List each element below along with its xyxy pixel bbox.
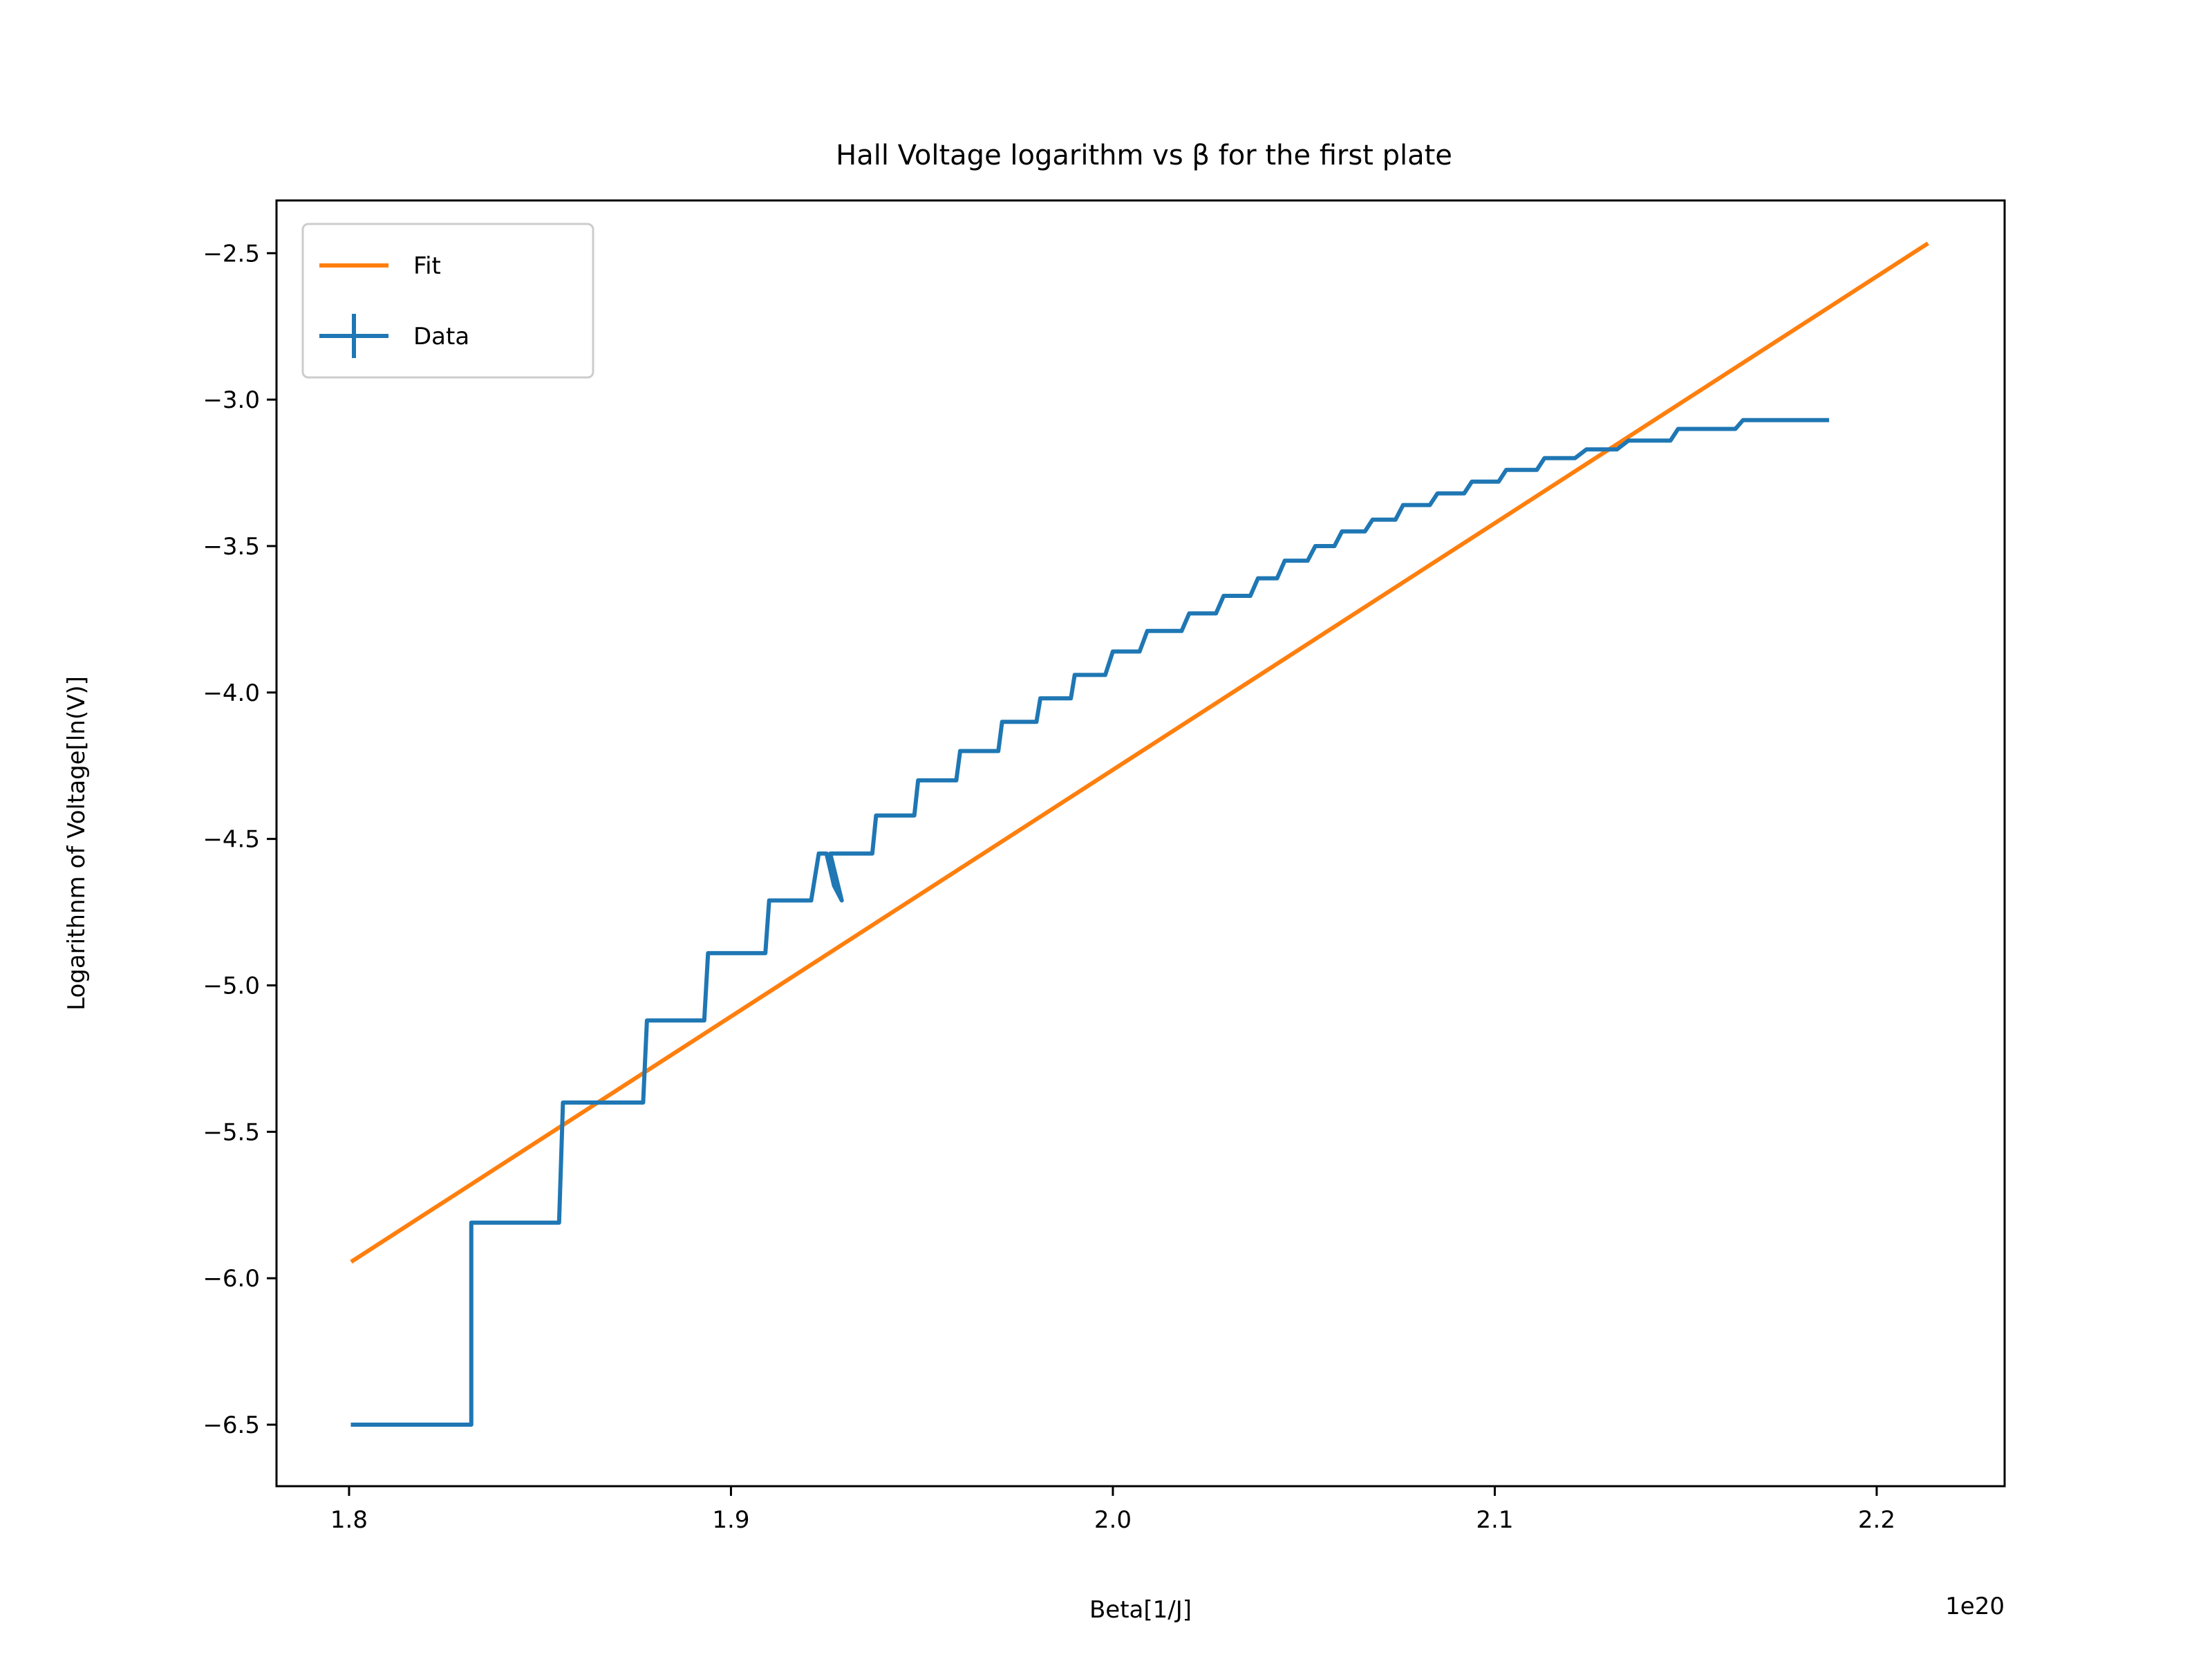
y-axis-label: Logarithnm of Voltage[ln(V)]: [63, 676, 91, 1011]
axes-frame: [275, 199, 2006, 1488]
x-axis-ticks: 1.8 1.9 2.0 2.1 2.2: [330, 1486, 1895, 1534]
legend-data-label: Data: [413, 323, 469, 350]
x-axis-label: Beta[1/J]: [1089, 1596, 1192, 1624]
x-tick-label: 2.1: [1476, 1506, 1513, 1534]
y-tick-label: −3.5: [203, 533, 260, 561]
x-tick-label: 1.9: [712, 1506, 749, 1534]
series-line-fit: [350, 241, 1929, 1264]
legend-box: [301, 223, 594, 379]
y-tick-label: −4.5: [203, 826, 260, 854]
x-tick-label: 1.8: [330, 1506, 368, 1534]
y-axis-ticks: −2.5 −3.0 −3.5 −4.0 −4.5 −5.0 −5.5 −6.0 −6.5: [203, 240, 276, 1439]
y-tick-label: −2.5: [203, 240, 260, 268]
plot-area: [350, 241, 1929, 1427]
y-tick-label: −5.0: [203, 972, 260, 1000]
chart-title: Hall Voltage logarithm vs β for the firs…: [836, 140, 1452, 171]
x-tick-label: 2.0: [1094, 1506, 1132, 1534]
x-axis-offset-label: 1e20: [1945, 1593, 2005, 1620]
y-tick-label: −5.5: [203, 1118, 260, 1146]
y-tick-label: −4.0: [203, 679, 260, 707]
legend: Fit Data: [301, 223, 594, 379]
x-tick-label: 2.2: [1858, 1506, 1895, 1534]
legend-fit-label: Fit: [413, 252, 441, 280]
y-tick-label: −6.0: [203, 1265, 260, 1293]
series-line-data: [350, 418, 1830, 1427]
y-tick-label: −6.5: [203, 1412, 260, 1439]
y-tick-label: −3.0: [203, 386, 260, 414]
